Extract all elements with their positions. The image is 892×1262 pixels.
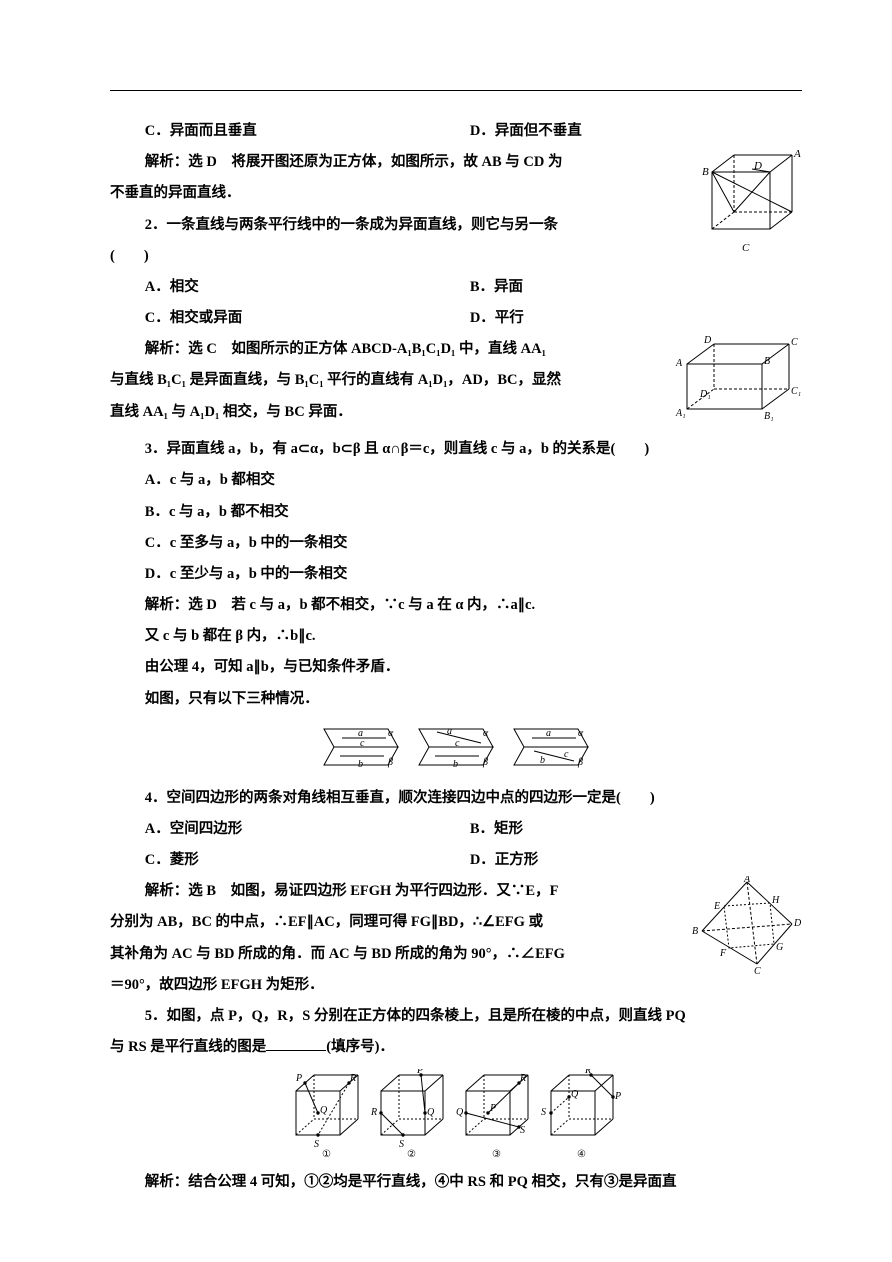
svg-text:②: ② [407,1149,416,1160]
svg-text:B: B [692,926,698,937]
svg-text:b: b [453,759,458,770]
svg-text:A: A [743,876,751,885]
svg-text:P: P [416,1069,423,1076]
q2-opt-d: D．平行 [470,303,802,334]
svg-text:H: H [771,895,780,906]
q4-options-ab: A．空间四边形 B．矩形 [110,814,802,845]
svg-text:β: β [482,757,488,768]
svg-text:④: ④ [577,1149,586,1160]
q5-stem-2b: (填序号)． [326,1039,394,1055]
svg-text:c: c [455,738,460,749]
svg-text:R: R [584,1069,591,1076]
svg-text:C: C [742,242,750,254]
svg-text:Q: Q [456,1107,464,1118]
q5-stem-1: 5．如图，点 P，Q，R，S 分别在正方体的四条棱上，且是所在棱的中点，则直线 … [110,1001,802,1032]
q4-opt-a: A．空间四边形 [110,814,470,845]
svg-text:S: S [520,1125,525,1136]
svg-text:A₁: A₁ [675,408,686,419]
q2-figure: D C A B D₁ C₁ A₁ B₁ [672,334,802,434]
svg-text:P: P [295,1073,302,1084]
q1-opt-d: D．异面但不垂直 [470,116,802,147]
q3-figure: a α c b β a α c b β [110,721,802,777]
q3-stem: 3．异面直线 a，b，有 a⊂α，b⊂β 且 α∩β＝c，则直线 c 与 a，b… [110,434,802,465]
svg-text:b: b [358,759,363,770]
svg-text:S: S [399,1139,404,1150]
svg-text:β: β [577,757,583,768]
svg-text:α: α [578,728,584,739]
svg-text:F: F [719,948,727,959]
svg-text:D: D [793,918,802,929]
q5-blank [266,1037,326,1052]
svg-text:D: D [753,160,762,172]
q4-figure: A B C D E H F G [692,876,802,976]
q4-opt-c: C．菱形 [110,845,470,876]
q1-opt-c: C．异面而且垂直 [110,116,470,147]
q5-stem-2a: 与 RS 是平行直线的图是 [110,1039,266,1055]
q3-exp-1: 解析：选 D 若 c 与 a，b 都不相交，∵c 与 a 在 α 内，∴a∥c. [110,590,802,621]
svg-text:P: P [614,1091,621,1102]
svg-text:b: b [540,755,545,766]
svg-text:α: α [388,728,394,739]
svg-text:A: A [675,358,683,369]
q5-exp-1: 解析：结合公理 4 可知，①②均是平行直线，④中 RS 和 PQ 相交，只有③是… [110,1167,802,1198]
q2-opt-b: B．异面 [470,272,802,303]
q5-stem-2: 与 RS 是平行直线的图是 (填序号)． [110,1032,802,1063]
svg-text:S: S [541,1107,546,1118]
q5-figure: P Q R S ① P Q R S [110,1069,802,1161]
q3-opt-b: B．c 与 a，b 都不相交 [110,497,802,528]
svg-text:β: β [387,757,393,768]
svg-text:C: C [791,337,798,348]
svg-text:Q: Q [571,1089,579,1100]
q4-opt-b: B．矩形 [470,814,802,845]
q2-opt-c: C．相交或异面 [110,303,470,334]
svg-text:Q: Q [427,1107,435,1118]
svg-text:D: D [703,335,712,346]
q3-exp-4: 如图，只有以下三种情况． [110,684,802,715]
svg-text:c: c [564,749,569,760]
q2-opt-a: A．相交 [110,272,470,303]
svg-text:Q: Q [320,1105,328,1116]
q4-opt-d: D．正方形 [470,845,802,876]
svg-text:a: a [546,728,551,739]
svg-text:R: R [370,1107,377,1118]
svg-text:B₁: B₁ [764,411,774,422]
svg-text:R: R [349,1073,356,1084]
svg-text:c: c [360,738,365,749]
q3-opt-d: D．c 至少与 a，b 中的一条相交 [110,559,802,590]
svg-text:G: G [776,942,783,953]
q3-opt-c: C．c 至多与 a，b 中的一条相交 [110,528,802,559]
svg-text:α: α [483,728,489,739]
svg-text:D₁: D₁ [699,389,711,400]
q3-exp-2: 又 c 与 b 都在 β 内，∴b∥c. [110,621,802,652]
svg-text:A: A [793,148,801,160]
svg-text:E: E [713,901,720,912]
svg-text:S: S [314,1139,319,1150]
svg-text:③: ③ [492,1149,501,1160]
svg-text:C: C [754,966,761,976]
q3-exp-3: 由公理 4，可知 a∥b，与已知条件矛盾． [110,652,802,683]
svg-text:P: P [489,1103,496,1114]
svg-text:R: R [519,1073,526,1084]
q4-options-cd: C．菱形 D．正方形 [110,845,802,876]
svg-text:B: B [764,356,770,367]
q1-figure: A B C D [692,147,802,257]
svg-text:C₁: C₁ [791,386,801,397]
q3-opt-a: A．c 与 a，b 都相交 [110,465,802,496]
svg-text:a: a [447,726,452,737]
svg-text:B: B [702,166,709,178]
q4-stem: 4．空间四边形的两条对角线相互垂直，顺次连接四边中点的四边形一定是( ) [110,783,802,814]
q1-options-cd: C．异面而且垂直 D．异面但不垂直 [110,116,802,147]
q2-options-ab: A．相交 B．异面 [110,272,802,303]
top-rule [110,90,802,91]
svg-text:①: ① [322,1149,331,1160]
q2-options-cd: C．相交或异面 D．平行 [110,303,802,334]
